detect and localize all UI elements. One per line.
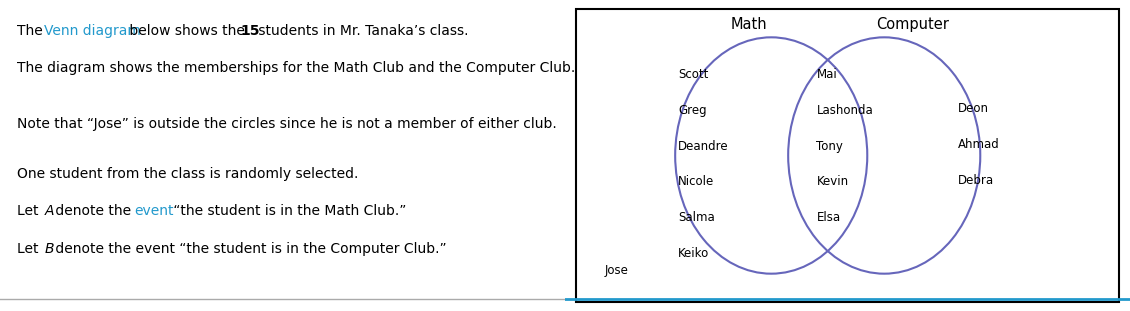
Text: Scott: Scott (678, 68, 709, 81)
Text: event: event (134, 204, 174, 219)
Text: A: A (44, 204, 54, 219)
Text: students in Mr. Tanaka’s class.: students in Mr. Tanaka’s class. (254, 24, 469, 38)
Text: Nicole: Nicole (678, 175, 714, 188)
Text: Ahmad: Ahmad (957, 138, 999, 151)
Text: Let: Let (17, 242, 43, 256)
Text: Elsa: Elsa (816, 211, 841, 224)
Text: Jose: Jose (605, 264, 628, 277)
Text: below shows the: below shows the (125, 24, 250, 38)
Text: “the student is in the Math Club.”: “the student is in the Math Club.” (168, 204, 406, 219)
Text: Kevin: Kevin (816, 175, 849, 188)
Text: Salma: Salma (678, 211, 715, 224)
Text: 15: 15 (241, 24, 260, 38)
Text: The diagram shows the memberships for the Math Club and the Computer Club.: The diagram shows the memberships for th… (17, 61, 575, 76)
Text: Mai: Mai (816, 68, 837, 81)
Text: denote the event “the student is in the Computer Club.”: denote the event “the student is in the … (52, 242, 447, 256)
Text: Math: Math (730, 17, 767, 32)
Text: Deandre: Deandre (678, 140, 729, 153)
Text: Let: Let (17, 204, 43, 219)
Text: The: The (17, 24, 47, 38)
Text: denote the: denote the (52, 204, 136, 219)
Text: Deon: Deon (957, 102, 989, 115)
Text: B: B (44, 242, 54, 256)
Text: Note that “Jose” is outside the circles since he is not a member of either club.: Note that “Jose” is outside the circles … (17, 117, 557, 132)
Text: Greg: Greg (678, 104, 706, 117)
Text: Tony: Tony (816, 140, 843, 153)
Text: One student from the class is randomly selected.: One student from the class is randomly s… (17, 167, 358, 181)
Text: Venn diagram: Venn diagram (44, 24, 141, 38)
Text: Debra: Debra (957, 174, 993, 187)
Text: Keiko: Keiko (678, 247, 710, 260)
Text: Lashonda: Lashonda (816, 104, 873, 117)
FancyBboxPatch shape (576, 9, 1119, 302)
Text: Computer: Computer (876, 17, 949, 32)
